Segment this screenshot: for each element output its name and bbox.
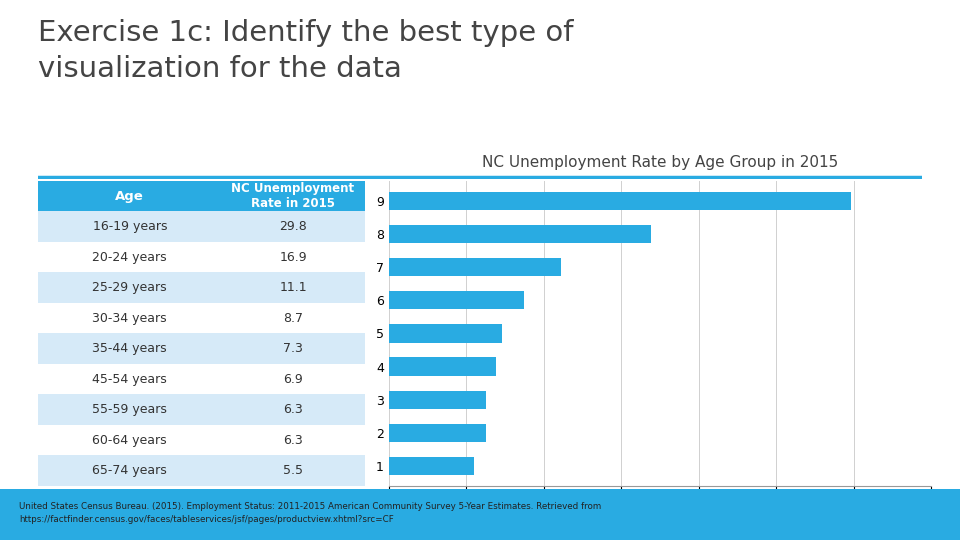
Bar (389, 457, 474, 475)
FancyBboxPatch shape (38, 211, 365, 242)
Text: United States Census Bureau. (2015). Employment Status: 2011-2015 American Commu: United States Census Bureau. (2015). Emp… (19, 502, 602, 524)
Text: 29.8: 29.8 (279, 220, 307, 233)
Text: 6.3: 6.3 (283, 403, 302, 416)
Text: 7.3: 7.3 (283, 342, 303, 355)
Text: 60-64 years: 60-64 years (92, 434, 167, 447)
Title: NC Unemployment Rate by Age Group in 2015: NC Unemployment Rate by Age Group in 201… (482, 155, 838, 170)
Bar (389, 192, 851, 210)
Bar (389, 390, 487, 409)
Text: 45-54 years: 45-54 years (92, 373, 167, 386)
Text: 25-29 years: 25-29 years (92, 281, 167, 294)
Text: 30-34 years: 30-34 years (92, 312, 167, 325)
Bar (389, 357, 495, 376)
Text: 65-74 years: 65-74 years (92, 464, 167, 477)
Text: 35-44 years: 35-44 years (92, 342, 167, 355)
Bar (389, 291, 523, 309)
FancyBboxPatch shape (38, 242, 365, 272)
Text: Exercise 1c: Identify the best type of
visualization for the data: Exercise 1c: Identify the best type of v… (38, 19, 574, 83)
FancyBboxPatch shape (38, 394, 365, 425)
Bar (389, 225, 651, 243)
Text: 8.7: 8.7 (283, 312, 303, 325)
FancyBboxPatch shape (38, 272, 365, 303)
FancyBboxPatch shape (38, 425, 365, 456)
Text: 20-24 years: 20-24 years (92, 251, 167, 264)
Text: Age: Age (115, 190, 144, 202)
Text: 5.5: 5.5 (283, 464, 303, 477)
Bar (389, 325, 502, 342)
FancyBboxPatch shape (38, 333, 365, 364)
FancyBboxPatch shape (38, 181, 365, 211)
FancyBboxPatch shape (38, 303, 365, 333)
Text: NC Unemployment
Rate in 2015: NC Unemployment Rate in 2015 (231, 182, 354, 210)
Text: 6.3: 6.3 (283, 434, 302, 447)
Text: 55-59 years: 55-59 years (92, 403, 167, 416)
Bar (389, 258, 561, 276)
Text: 6.9: 6.9 (283, 373, 302, 386)
FancyBboxPatch shape (0, 489, 960, 540)
FancyBboxPatch shape (38, 364, 365, 394)
Bar (389, 424, 487, 442)
Text: 16-19 years: 16-19 years (92, 220, 167, 233)
FancyBboxPatch shape (38, 455, 365, 486)
Text: 16.9: 16.9 (279, 251, 307, 264)
Text: 11.1: 11.1 (279, 281, 307, 294)
